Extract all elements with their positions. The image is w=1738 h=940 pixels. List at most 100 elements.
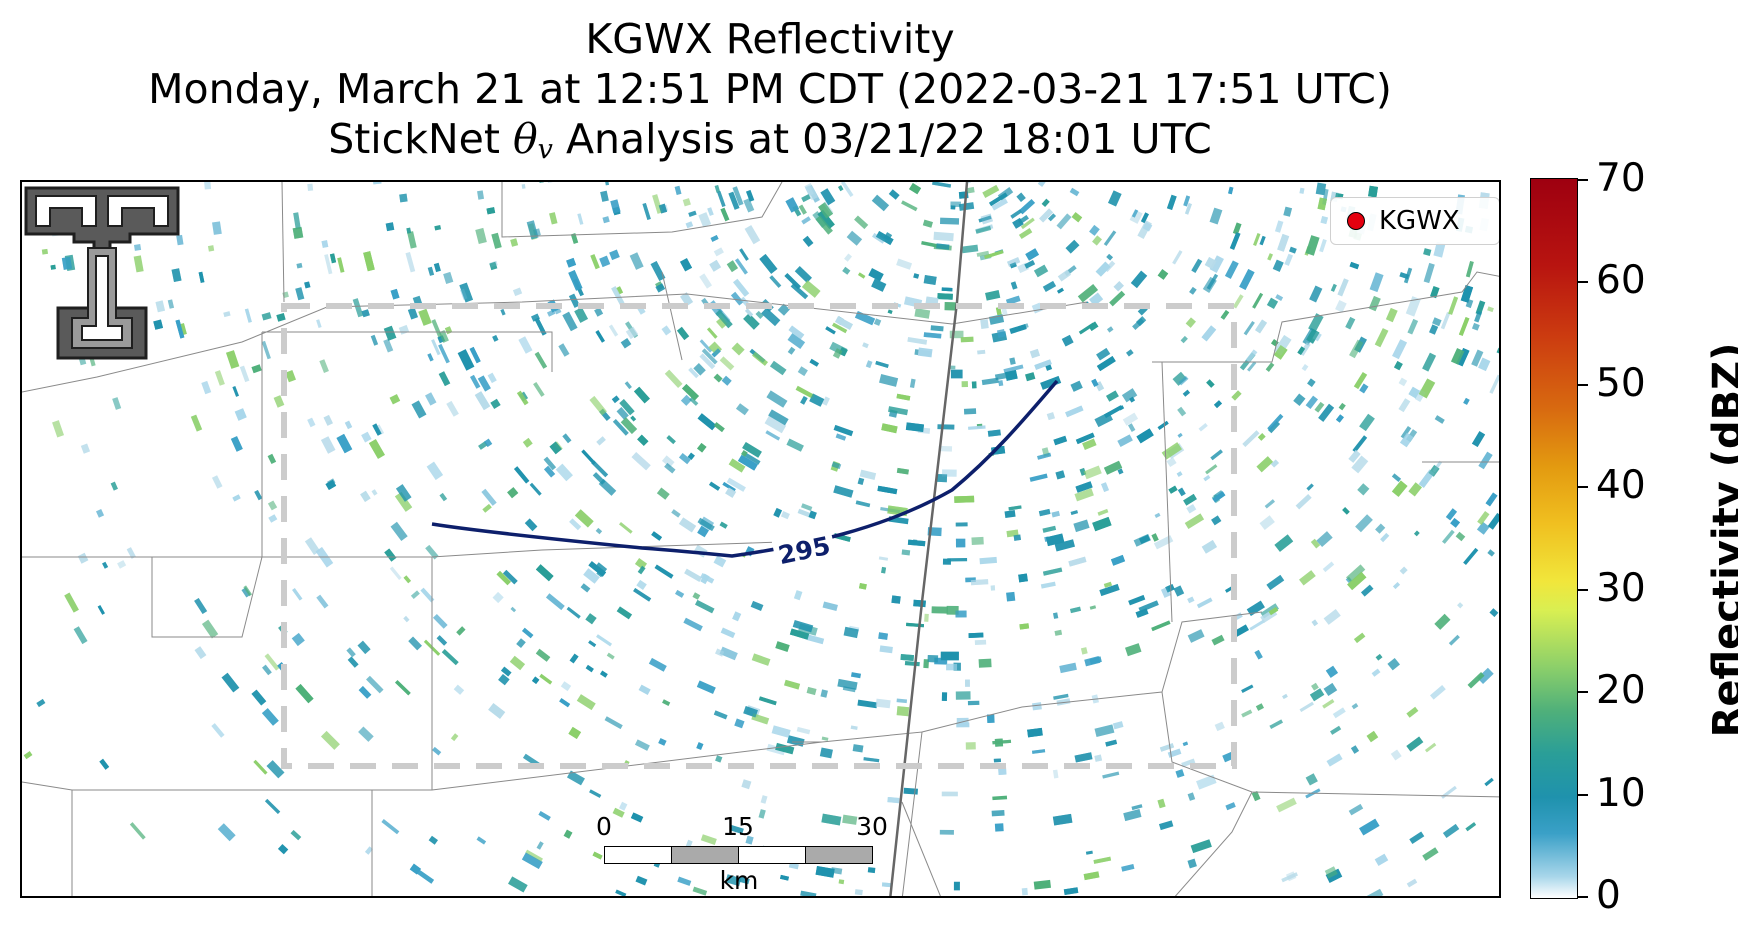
reflectivity-pixel bbox=[1029, 348, 1040, 359]
reflectivity-pixel bbox=[1256, 456, 1274, 473]
reflectivity-pixel bbox=[620, 417, 638, 435]
reflectivity-pixel bbox=[372, 423, 382, 436]
reflectivity-pixel bbox=[1345, 316, 1356, 330]
reflectivity-pixel bbox=[1052, 612, 1059, 619]
reflectivity-pixel bbox=[304, 281, 311, 289]
reflectivity-pixel bbox=[481, 488, 497, 506]
reflectivity-pixel bbox=[1008, 505, 1022, 511]
reflectivity-pixel bbox=[426, 461, 444, 481]
reflectivity-pixel bbox=[1272, 259, 1284, 272]
reflectivity-pixel bbox=[492, 334, 499, 342]
reflectivity-pixel bbox=[867, 867, 876, 874]
reflectivity-pixel bbox=[418, 308, 432, 326]
reflectivity-pixel bbox=[775, 742, 795, 755]
reflectivity-pixel bbox=[1154, 512, 1161, 518]
reflectivity-pixel bbox=[784, 272, 802, 290]
reflectivity-pixel bbox=[769, 360, 787, 376]
reflectivity-pixel bbox=[295, 287, 305, 301]
reflectivity-pixel bbox=[425, 544, 439, 560]
reflectivity-pixel bbox=[526, 220, 539, 240]
reflectivity-pixel bbox=[680, 394, 693, 406]
reflectivity-pixel bbox=[1428, 464, 1440, 477]
reflectivity-pixel bbox=[1165, 584, 1175, 593]
reflectivity-pixel bbox=[431, 339, 441, 356]
reflectivity-pixel bbox=[52, 420, 65, 438]
reflectivity-pixel bbox=[775, 641, 790, 652]
reflectivity-pixel bbox=[881, 566, 887, 574]
reflectivity-pixel bbox=[599, 255, 611, 268]
reflectivity-pixel bbox=[1068, 556, 1087, 567]
reflectivity-pixel bbox=[243, 585, 253, 597]
title-line-3-suffix: Analysis at 03/21/22 18:01 UTC bbox=[552, 115, 1212, 163]
reflectivity-pixel bbox=[112, 397, 122, 410]
reflectivity-pixel bbox=[958, 202, 975, 211]
radar-map[interactable]: 295 KGWX 0 15 30 km bbox=[20, 180, 1501, 898]
reflectivity-pixel bbox=[1136, 316, 1147, 327]
reflectivity-pixel bbox=[1311, 619, 1318, 627]
reflectivity-pixel bbox=[625, 326, 639, 340]
reflectivity-pixel bbox=[1191, 258, 1203, 273]
reflectivity-pixel bbox=[671, 509, 681, 518]
map-canvas: 295 bbox=[22, 182, 1499, 896]
reflectivity-pixel bbox=[752, 351, 768, 366]
reflectivity-pixel bbox=[1101, 482, 1109, 493]
reflectivity-pixel bbox=[544, 465, 556, 478]
reflectivity-pixel bbox=[732, 186, 744, 206]
reflectivity-pixel bbox=[395, 484, 412, 502]
reflectivity-pixel bbox=[459, 282, 474, 303]
reflectivity-pixel bbox=[994, 738, 1004, 747]
reflectivity-pixel bbox=[316, 319, 322, 328]
reflectivity-pixel bbox=[873, 318, 882, 326]
reflectivity-pixel bbox=[968, 632, 984, 639]
reflectivity-pixel bbox=[901, 200, 918, 212]
reflectivity-pixel bbox=[950, 369, 963, 379]
reflectivity-pixel bbox=[787, 333, 806, 350]
reflectivity-pixel bbox=[560, 681, 572, 692]
reflectivity-pixel bbox=[1211, 634, 1225, 646]
reflectivity-pixel bbox=[1391, 473, 1402, 482]
reflectivity-pixel bbox=[837, 185, 844, 192]
reflectivity-pixel bbox=[1281, 872, 1298, 883]
reflectivity-pixel bbox=[713, 555, 727, 568]
reflectivity-pixel bbox=[585, 664, 594, 673]
reflectivity-pixel bbox=[1273, 345, 1288, 360]
reflectivity-pixel bbox=[833, 485, 854, 498]
reflectivity-pixel bbox=[1366, 730, 1379, 743]
theta-subscript: v bbox=[537, 134, 553, 165]
reflectivity-pixel bbox=[1450, 517, 1460, 528]
reflectivity-pixel bbox=[822, 396, 830, 406]
reflectivity-pixel bbox=[239, 365, 250, 383]
reflectivity-pixel bbox=[858, 583, 867, 590]
reflectivity-pixel bbox=[658, 738, 667, 746]
reflectivity-pixel bbox=[837, 678, 858, 690]
reflectivity-pixel bbox=[329, 253, 337, 264]
reflectivity-pixel bbox=[806, 634, 825, 645]
reflectivity-pixel bbox=[1125, 643, 1142, 657]
reflectivity-pixel bbox=[1151, 533, 1159, 542]
figure-title: KGWX Reflectivity Monday, March 21 at 12… bbox=[0, 14, 1540, 175]
reflectivity-pixel bbox=[1117, 468, 1124, 475]
reflectivity-pixel bbox=[1183, 195, 1191, 207]
reflectivity-pixel bbox=[251, 689, 267, 706]
reflectivity-pixel bbox=[389, 394, 401, 405]
reflectivity-pixel bbox=[725, 487, 737, 498]
reflectivity-pixel bbox=[971, 536, 984, 546]
reflectivity-pixel bbox=[985, 289, 1001, 301]
reflectivity-pixel bbox=[427, 353, 434, 362]
reflectivity-pixel bbox=[923, 332, 942, 339]
reflectivity-pixel bbox=[905, 422, 925, 432]
reflectivity-pixel bbox=[1045, 533, 1065, 547]
reflectivity-pixel bbox=[500, 308, 506, 316]
reflectivity-pixel bbox=[1245, 349, 1258, 363]
reflectivity-pixel bbox=[477, 375, 491, 392]
reflectivity-pixel bbox=[913, 599, 926, 608]
reflectivity-pixel bbox=[696, 680, 716, 694]
reflectivity-pixel bbox=[1110, 554, 1126, 566]
reflectivity-pixel bbox=[683, 617, 703, 632]
reflectivity-pixel bbox=[599, 670, 608, 678]
reflectivity-pixel bbox=[1018, 198, 1036, 215]
reflectivity-pixel bbox=[903, 787, 918, 795]
reflectivity-pixel bbox=[1359, 413, 1375, 432]
reflectivity-pixel bbox=[1005, 295, 1021, 306]
reflectivity-pixel bbox=[383, 338, 394, 353]
